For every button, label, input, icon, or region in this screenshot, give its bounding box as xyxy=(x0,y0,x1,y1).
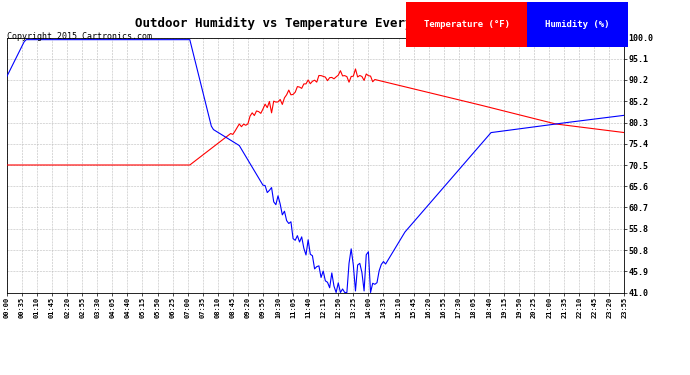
Text: Temperature (°F): Temperature (°F) xyxy=(424,20,511,29)
Text: Humidity (%): Humidity (%) xyxy=(545,20,609,29)
Text: Outdoor Humidity vs Temperature Every 5 Minutes 20150901: Outdoor Humidity vs Temperature Every 5 … xyxy=(135,17,555,30)
Text: Copyright 2015 Cartronics.com: Copyright 2015 Cartronics.com xyxy=(7,32,152,41)
